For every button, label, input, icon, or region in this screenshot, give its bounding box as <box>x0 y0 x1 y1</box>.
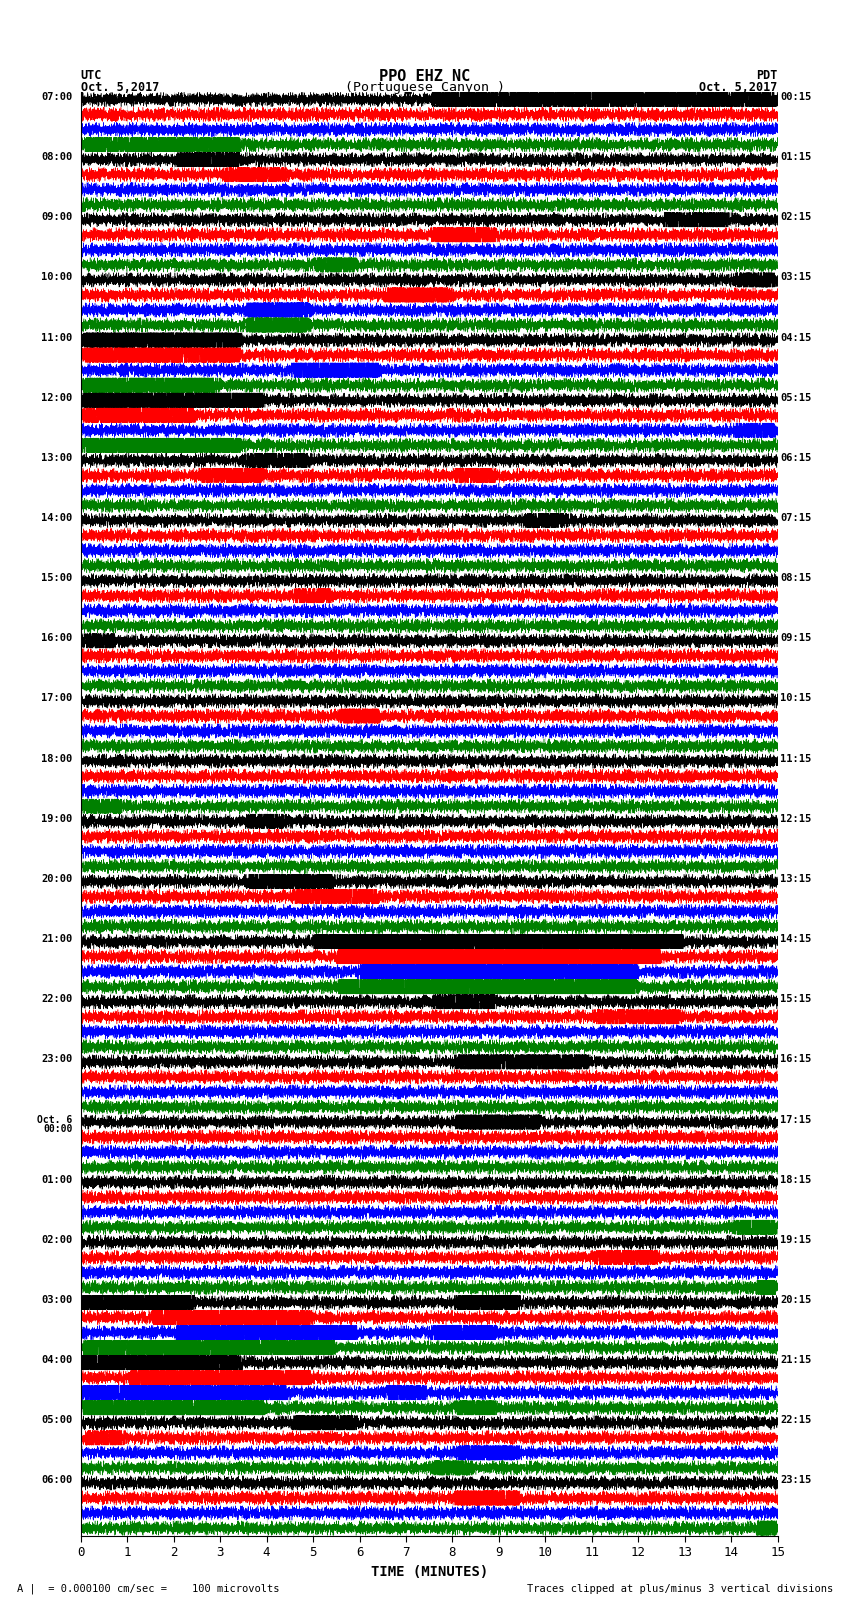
Text: 12:00: 12:00 <box>41 392 72 403</box>
Text: 20:15: 20:15 <box>780 1295 812 1305</box>
Text: Oct. 5,2017: Oct. 5,2017 <box>700 81 778 94</box>
Text: 16:00: 16:00 <box>41 634 72 644</box>
Text: Oct. 6: Oct. 6 <box>37 1115 72 1124</box>
Text: 10:00: 10:00 <box>41 273 72 282</box>
Text: = 0.000100 cm/sec: = 0.000100 cm/sec <box>425 92 553 105</box>
Text: 06:00: 06:00 <box>41 1476 72 1486</box>
Text: I: I <box>404 92 412 106</box>
Text: 17:15: 17:15 <box>780 1115 812 1124</box>
Text: PPO EHZ NC: PPO EHZ NC <box>379 69 471 84</box>
Text: UTC: UTC <box>81 69 102 82</box>
Text: 00:15: 00:15 <box>780 92 812 102</box>
Text: 07:15: 07:15 <box>780 513 812 523</box>
Text: 11:15: 11:15 <box>780 753 812 763</box>
Text: 00:00: 00:00 <box>42 1124 72 1134</box>
Text: 01:15: 01:15 <box>780 152 812 161</box>
Text: 02:15: 02:15 <box>780 213 812 223</box>
Text: 05:15: 05:15 <box>780 392 812 403</box>
Text: PDT: PDT <box>756 69 778 82</box>
Text: 01:00: 01:00 <box>41 1174 72 1184</box>
Text: 20:00: 20:00 <box>41 874 72 884</box>
Text: 15:15: 15:15 <box>780 994 812 1005</box>
Text: (Portuguese Canyon ): (Portuguese Canyon ) <box>345 81 505 94</box>
Text: 02:00: 02:00 <box>41 1236 72 1245</box>
Text: 07:00: 07:00 <box>41 92 72 102</box>
Text: 13:00: 13:00 <box>41 453 72 463</box>
Text: 18:00: 18:00 <box>41 753 72 763</box>
Text: 08:15: 08:15 <box>780 573 812 584</box>
Text: 16:15: 16:15 <box>780 1055 812 1065</box>
Text: 03:00: 03:00 <box>41 1295 72 1305</box>
Text: 13:15: 13:15 <box>780 874 812 884</box>
Text: 18:15: 18:15 <box>780 1174 812 1184</box>
Text: 17:00: 17:00 <box>41 694 72 703</box>
Text: 06:15: 06:15 <box>780 453 812 463</box>
Text: 22:15: 22:15 <box>780 1415 812 1426</box>
Text: 05:00: 05:00 <box>41 1415 72 1426</box>
Text: 19:15: 19:15 <box>780 1236 812 1245</box>
Text: 21:00: 21:00 <box>41 934 72 944</box>
Text: 23:00: 23:00 <box>41 1055 72 1065</box>
Text: 15:00: 15:00 <box>41 573 72 584</box>
Text: 04:15: 04:15 <box>780 332 812 342</box>
Text: 14:00: 14:00 <box>41 513 72 523</box>
Text: Traces clipped at plus/minus 3 vertical divisions: Traces clipped at plus/minus 3 vertical … <box>527 1584 833 1594</box>
Text: Oct. 5,2017: Oct. 5,2017 <box>81 81 159 94</box>
Text: 10:15: 10:15 <box>780 694 812 703</box>
Text: 11:00: 11:00 <box>41 332 72 342</box>
X-axis label: TIME (MINUTES): TIME (MINUTES) <box>371 1565 488 1579</box>
Text: 12:15: 12:15 <box>780 815 812 824</box>
Text: 19:00: 19:00 <box>41 815 72 824</box>
Text: 21:15: 21:15 <box>780 1355 812 1365</box>
Text: 14:15: 14:15 <box>780 934 812 944</box>
Text: 04:00: 04:00 <box>41 1355 72 1365</box>
Text: 09:15: 09:15 <box>780 634 812 644</box>
Text: 23:15: 23:15 <box>780 1476 812 1486</box>
Text: A |  = 0.000100 cm/sec =    100 microvolts: A | = 0.000100 cm/sec = 100 microvolts <box>17 1582 280 1594</box>
Text: 03:15: 03:15 <box>780 273 812 282</box>
Text: 09:00: 09:00 <box>41 213 72 223</box>
Text: 22:00: 22:00 <box>41 994 72 1005</box>
Text: 08:00: 08:00 <box>41 152 72 161</box>
